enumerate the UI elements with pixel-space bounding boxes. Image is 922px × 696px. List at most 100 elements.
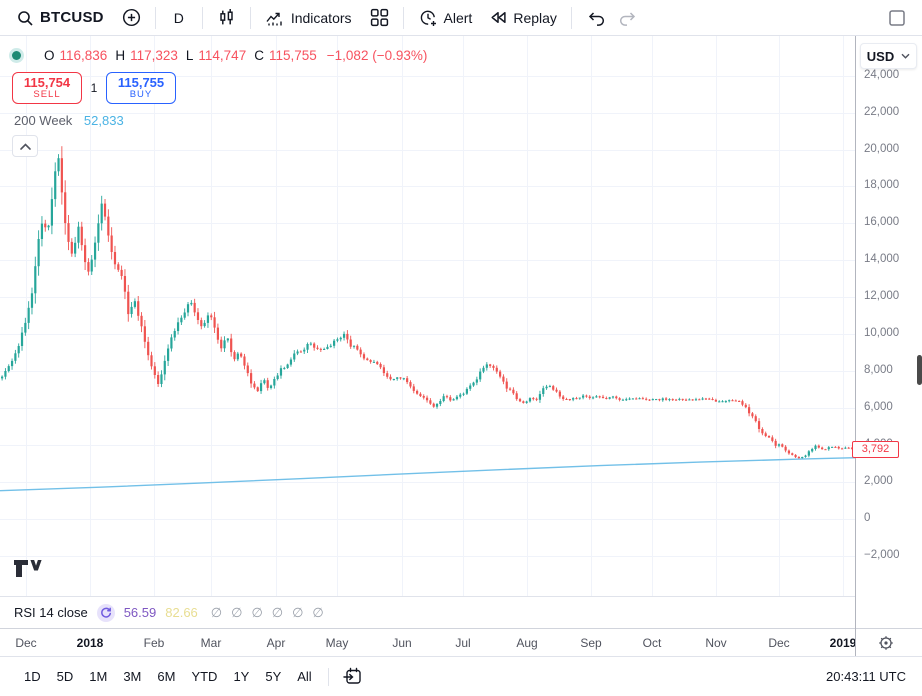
time-axis-label: 2019 xyxy=(829,636,856,650)
currency-dropdown[interactable]: USD xyxy=(860,43,917,69)
ohlc-values: O 116,836 H 117,323 L 114,747 C 115,755 xyxy=(44,48,320,63)
price-tick: 14,000 xyxy=(864,253,900,266)
rsi-loading-icon xyxy=(96,603,115,622)
price-tick: 24,000 xyxy=(864,68,900,81)
rsi-title: RSI 14 close xyxy=(14,605,88,620)
buy-button[interactable]: 115,755 BUY xyxy=(106,72,176,104)
time-axis-label: Apr xyxy=(266,636,286,650)
go-to-date-button[interactable] xyxy=(337,663,368,690)
time-axis-label: Dec xyxy=(768,636,790,650)
time-axis-label: Sep xyxy=(580,636,602,650)
rsi-secondary-value: 82.66 xyxy=(165,605,198,620)
ohlc-legend[interactable]: O 116,836 H 117,323 L 114,747 C 115,755 −1,082 … xyxy=(12,48,427,63)
ohlc-key: O xyxy=(44,48,55,63)
range-button-all[interactable]: All xyxy=(297,669,312,684)
range-button-1m[interactable]: 1M xyxy=(89,669,108,684)
price-axis[interactable]: USD 24,000 22,000 20,000 18,000 16,000 14,000… xyxy=(852,36,922,657)
price-tick: 6,000 xyxy=(864,401,893,413)
trade-buttons: 115,754 SELL 1 115,755 BUY xyxy=(12,72,176,104)
toolbar-separator xyxy=(201,6,203,29)
ma-200-week-line xyxy=(0,457,856,492)
ma-name: 200 Week xyxy=(14,113,73,128)
time-axis-label: Aug xyxy=(516,636,538,650)
rsi-value: 56.59 xyxy=(123,605,157,620)
fullscreen-button[interactable] xyxy=(882,5,912,31)
range-button-ytd[interactable]: YTD xyxy=(191,669,218,684)
redo-button[interactable] xyxy=(612,5,644,31)
layout-grid-icon xyxy=(370,8,389,27)
chart-style-button[interactable] xyxy=(211,4,242,31)
time-axis-label: Mar xyxy=(200,636,222,650)
chevron-up-icon xyxy=(19,142,32,151)
price-tick: 16,000 xyxy=(864,216,900,229)
ohlc-key: C xyxy=(254,48,264,63)
redo-icon xyxy=(618,9,638,27)
last-price-label: 3,792 xyxy=(852,440,899,458)
price-tick: 20,000 xyxy=(864,142,900,155)
ma-value: 52,833 xyxy=(83,113,124,128)
candles xyxy=(1,146,854,459)
range-button-1y[interactable]: 1Y xyxy=(233,669,250,684)
range-button-5d[interactable]: 5D xyxy=(56,669,74,684)
range-button-6m[interactable]: 6M xyxy=(157,669,176,684)
buy-price: 115,755 xyxy=(117,74,165,90)
sell-button[interactable]: 115,754 SELL xyxy=(12,72,82,104)
candlestick-icon xyxy=(217,8,236,27)
price-tick: −2,000 xyxy=(864,548,900,561)
legend-collapse-button[interactable] xyxy=(12,135,38,157)
alert-clock-icon xyxy=(418,8,438,28)
layout-grid-button[interactable] xyxy=(364,4,395,31)
price-chart[interactable] xyxy=(0,36,856,596)
alert-button[interactable]: Alert xyxy=(412,4,479,32)
scrollbar-thumb[interactable] xyxy=(917,355,922,385)
gear-icon xyxy=(877,634,895,652)
time-axis-label: 2018 xyxy=(76,636,104,650)
time-axis-labels: Dec 2018 Feb Mar Apr May Jun Jul Aug Sep Oct Nov Dec… xyxy=(0,629,856,657)
time-axis-label: Oct xyxy=(642,636,662,650)
symbol-name: BTCUSD xyxy=(40,9,104,26)
ohlc-key: L xyxy=(185,48,194,63)
indicators-label: Indicators xyxy=(290,9,352,26)
tradingview-logo xyxy=(14,559,48,583)
range-button-1d[interactable]: 1D xyxy=(24,669,41,684)
range-buttons: 1D 5D 1M 3M 6M YTD 1Y 5Y All xyxy=(16,664,320,689)
toolbar-separator xyxy=(154,6,156,29)
ma-legend[interactable]: 200 Week 52,833 xyxy=(14,113,124,128)
top-toolbar: BTCUSD D xyxy=(0,0,922,36)
time-axis-label: Jul xyxy=(455,636,471,650)
interval-button[interactable]: D xyxy=(173,9,184,26)
toolbar-separator xyxy=(570,6,572,29)
price-change: −1,082 (−0.93%) xyxy=(326,48,428,63)
time-axis-label: May xyxy=(325,636,349,650)
bottom-toolbar: 1D 5D 1M 3M 6M YTD 1Y 5Y All 20:43:11 UTC xyxy=(0,656,922,696)
price-tick: 12,000 xyxy=(864,290,900,303)
price-tick: 18,000 xyxy=(864,179,900,192)
server-clock[interactable]: 20:43:11 UTC xyxy=(826,669,906,684)
replay-button[interactable]: Replay xyxy=(482,4,563,31)
timezone-settings-button[interactable] xyxy=(877,634,895,657)
range-button-5y[interactable]: 5Y xyxy=(265,669,282,684)
chevron-down-icon xyxy=(901,53,910,59)
toolbar-separator xyxy=(327,667,329,686)
plus-circle-icon xyxy=(122,8,141,27)
search-icon xyxy=(16,9,34,27)
compare-add-symbol-button[interactable] xyxy=(116,4,147,31)
gridlines xyxy=(0,36,856,596)
symbol-search-button[interactable]: BTCUSD xyxy=(10,5,110,31)
range-button-3m[interactable]: 3M xyxy=(123,669,142,684)
sell-price: 115,754 xyxy=(23,74,71,90)
indicators-button[interactable]: Indicators xyxy=(259,4,358,32)
ohlc-value: 115,755 xyxy=(268,48,317,63)
currency-label: USD xyxy=(866,48,895,64)
toolbar-separator xyxy=(249,6,251,29)
price-tick: 10,000 xyxy=(864,327,900,340)
price-tick: 22,000 xyxy=(864,105,900,118)
rsi-empty-values: ∅∅∅∅∅∅ xyxy=(210,604,333,620)
time-axis[interactable]: Dec 2018 Feb Mar Apr May Jun Jul Aug Sep Oct Nov Dec… xyxy=(0,628,922,656)
spread-value: 1 xyxy=(90,81,98,95)
undo-button[interactable] xyxy=(580,5,612,31)
toolbar-separator xyxy=(402,6,404,29)
time-axis-label: Jun xyxy=(392,636,412,650)
rsi-indicator-row[interactable]: RSI 14 close 56.59 82.66 ∅∅∅∅∅∅ xyxy=(0,596,856,628)
